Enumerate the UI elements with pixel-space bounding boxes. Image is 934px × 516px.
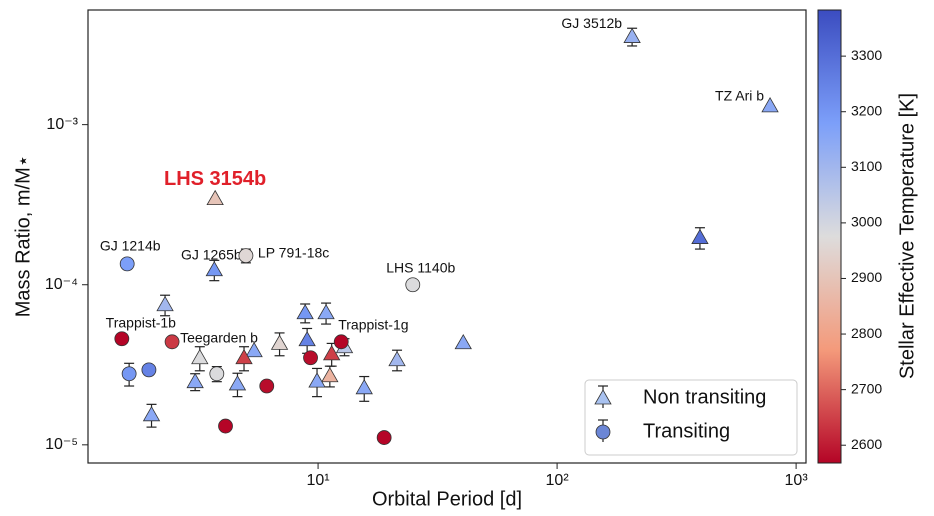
data-point — [206, 189, 224, 206]
data-point — [270, 334, 289, 350]
colorbar-tick-label: 3300 — [851, 47, 882, 63]
data-point — [317, 303, 335, 320]
x-tick-label: 10² — [546, 472, 570, 489]
data-point — [121, 366, 137, 382]
data-point — [156, 295, 174, 312]
plot-frame — [87, 9, 807, 464]
data-point — [191, 348, 209, 365]
point-label: TZ Ari b — [715, 88, 764, 104]
data-point — [245, 341, 263, 358]
point-label: LP 791-18c — [258, 244, 329, 260]
point-label: Trappist-1g — [338, 317, 408, 333]
point-label: GJ 1214b — [100, 238, 161, 254]
data-point — [114, 331, 130, 347]
y-tick-label: 10⁻⁴ — [45, 276, 78, 293]
data-point — [623, 27, 641, 43]
data-point — [164, 334, 180, 350]
data-point — [388, 350, 406, 367]
y-tick-label: 10⁻⁵ — [45, 436, 78, 453]
point-label: GJ 1265b — [181, 246, 242, 262]
colorbar-tick-label: 2800 — [851, 325, 882, 341]
data-point — [296, 303, 314, 320]
data-point — [376, 430, 392, 445]
colorbar-label: Stellar Effective Temperature [K] — [896, 93, 918, 379]
legend-label: Non transiting — [643, 386, 766, 408]
data-point — [218, 418, 233, 434]
x-tick-label: 10¹ — [307, 472, 330, 489]
data-point — [119, 256, 135, 272]
data-point — [333, 334, 349, 350]
colorbar-tick-label: 3200 — [851, 102, 882, 118]
data-point — [321, 366, 339, 383]
colorbar-tick-label: 2700 — [851, 380, 882, 396]
data-point — [238, 248, 254, 264]
data-point — [186, 372, 204, 389]
colorbar-tick-label: 3100 — [851, 158, 882, 174]
data-point — [308, 372, 326, 388]
data-point — [141, 362, 157, 378]
data-point — [761, 97, 779, 113]
point-label: GJ 3512b — [561, 15, 622, 31]
colorbar-tick-label: 2900 — [851, 269, 882, 285]
point-label: LHS 1140b — [386, 259, 455, 275]
x-axis-label: Orbital Period [d] — [372, 488, 522, 510]
point-label: Trappist-1b — [106, 314, 177, 330]
point-label: Teegarden b — [180, 330, 258, 346]
data-point — [235, 348, 253, 365]
colorbar-tick-label: 3000 — [851, 214, 882, 230]
x-tick-label: 10³ — [785, 472, 809, 489]
colorbar-tick-label: 2600 — [851, 436, 882, 452]
data-point — [205, 260, 223, 277]
data-point — [322, 345, 341, 361]
data-point — [355, 379, 373, 395]
data-point — [142, 405, 161, 422]
data-point — [691, 228, 709, 244]
data-point — [298, 330, 316, 347]
data-point — [405, 277, 421, 293]
legend-box — [584, 379, 798, 456]
legend-marker — [595, 424, 611, 440]
data-point — [228, 375, 247, 391]
legend-label: Transiting — [643, 420, 730, 442]
data-point — [209, 366, 225, 382]
data-point — [259, 378, 275, 394]
y-tick-label: 10⁻³ — [46, 116, 78, 133]
colorbar — [817, 9, 842, 464]
y-axis-label: Mass Ratio, m/M⋆ — [12, 155, 34, 318]
legend-marker — [594, 389, 612, 405]
data-point — [454, 333, 472, 350]
point-label: LHS 3154b — [164, 168, 266, 190]
data-point — [303, 350, 318, 366]
